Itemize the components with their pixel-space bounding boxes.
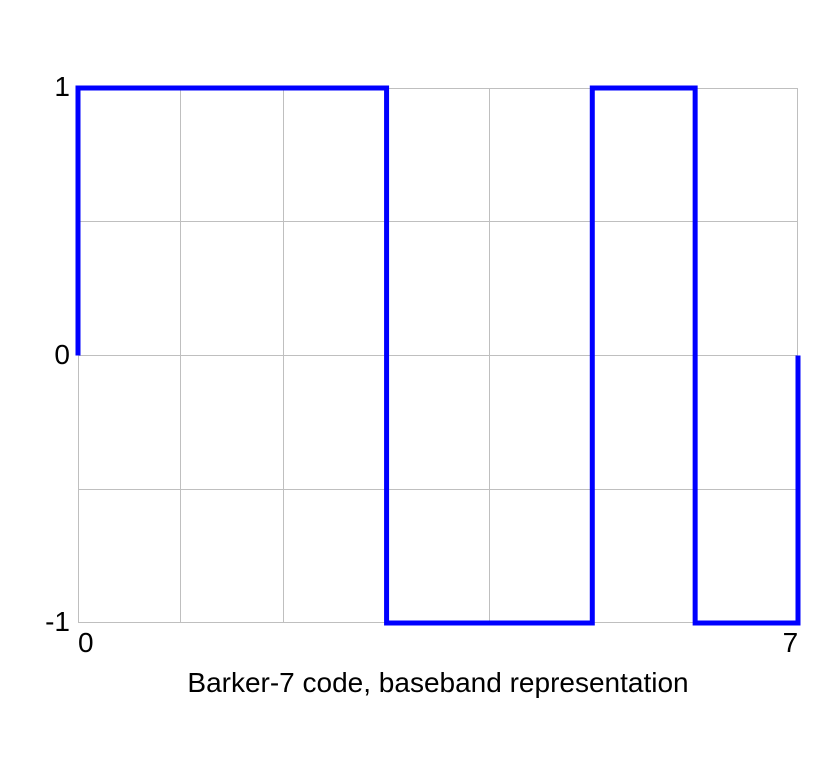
signal-polyline <box>78 88 798 623</box>
signal-line <box>0 0 840 779</box>
chart-container: { "chart": { "type": "step-line", "capti… <box>0 0 840 779</box>
